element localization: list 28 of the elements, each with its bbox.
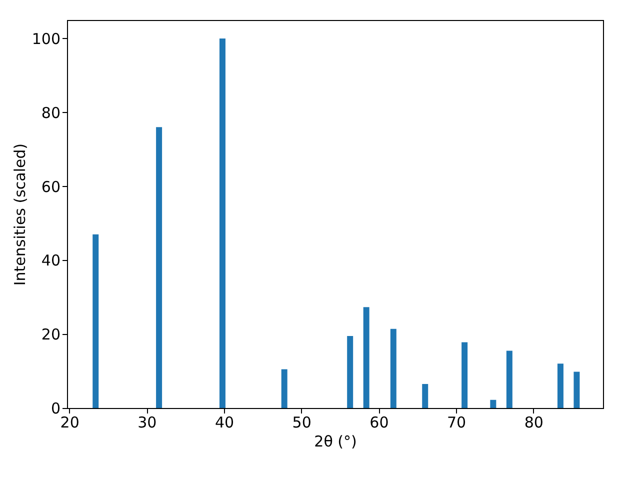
y-tick-label: 100	[32, 30, 60, 48]
x-tick-label: 20	[60, 414, 80, 432]
y-tick-label: 40	[41, 252, 60, 270]
bar	[462, 342, 468, 408]
y-tick-label: 0	[50, 400, 60, 418]
x-tick-label: 60	[370, 414, 389, 432]
x-tick-label: 70	[447, 414, 466, 432]
x-tick-label: 50	[292, 414, 312, 432]
bar	[363, 307, 370, 408]
bar	[92, 234, 99, 408]
y-tick-label: 60	[41, 178, 60, 196]
bar	[219, 38, 226, 408]
x-axis-title: 2θ (°)	[314, 432, 357, 450]
x-tick-label: 30	[138, 414, 157, 432]
bar	[390, 328, 396, 408]
y-axis-title: Intensities (scaled)	[10, 143, 29, 286]
bar	[347, 336, 354, 408]
bar	[574, 372, 580, 408]
bar	[281, 369, 288, 408]
x-tick-label: 40	[214, 414, 234, 432]
bar	[490, 400, 496, 408]
bar	[422, 384, 428, 408]
y-tick-label: 20	[41, 326, 60, 344]
bar	[156, 127, 162, 408]
bar	[557, 364, 564, 408]
bar	[506, 350, 512, 408]
y-tick-label: 80	[41, 104, 60, 122]
x-tick-label: 80	[524, 414, 544, 432]
